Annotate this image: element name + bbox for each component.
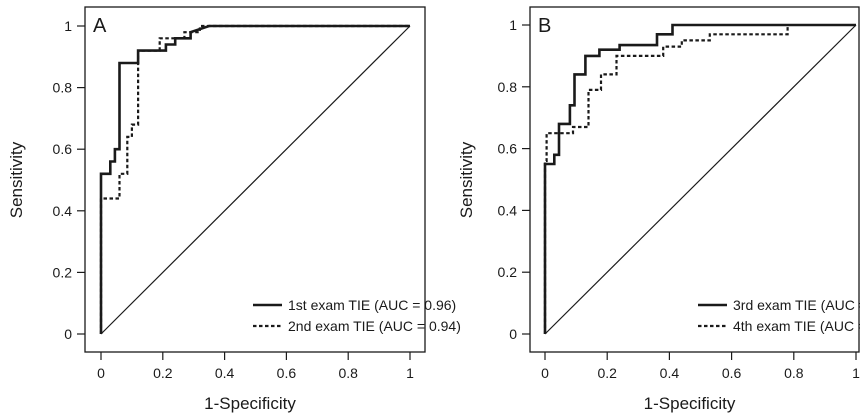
roc-curve-solid xyxy=(543,23,856,334)
panel-label: A xyxy=(93,15,107,37)
y-tick-label: 0.8 xyxy=(498,79,518,95)
y-tick-label: 0.4 xyxy=(498,202,518,218)
roc-curve-dotted xyxy=(99,24,410,334)
y-tick-label: 0 xyxy=(509,326,517,342)
x-tick-label: 1 xyxy=(852,365,860,381)
x-tick-label: 0 xyxy=(97,365,105,381)
roc-curve-dotted xyxy=(543,25,789,334)
panel-label: B xyxy=(538,15,551,37)
plot-frame xyxy=(529,6,860,353)
y-tick-label: 0.6 xyxy=(498,141,518,157)
diagonal-reference-line xyxy=(100,25,411,335)
y-tick-label: 1 xyxy=(64,18,72,34)
legend-entry: 1st exam TIE (AUC = 0.96) xyxy=(288,297,456,313)
y-tick-label: 0.8 xyxy=(53,80,73,96)
x-tick-label: 1 xyxy=(406,365,414,381)
panel-a: 0 0.2 0.4 0.6 0.8 1 0 0.2 0.4 0.6 0.8 1 1-Specificit… xyxy=(7,6,461,413)
y-tick-label: 0 xyxy=(64,326,72,342)
x-tick-label: 0.6 xyxy=(722,365,742,381)
x-tick-label: 0.6 xyxy=(277,365,297,381)
x-axis-title: 1-Specificity xyxy=(204,394,296,413)
legend-entry: 3rd exam TIE (AUC = 0.94) xyxy=(733,297,860,313)
x-tick-label: 0 xyxy=(541,365,549,381)
y-axis-title: Sensitivity xyxy=(7,141,26,218)
x-tick-label: 0.2 xyxy=(597,365,617,381)
y-axis-title: Sensitivity xyxy=(457,141,476,218)
x-tick-label: 0.4 xyxy=(660,365,680,381)
y-tick-label: 1 xyxy=(509,17,517,33)
y-tick-label: 0.2 xyxy=(53,264,73,280)
y-tick-label: 0.2 xyxy=(498,264,518,280)
legend-entry: 4th exam TIE (AUC = 0.90) xyxy=(733,318,860,334)
x-tick-label: 0.4 xyxy=(215,365,235,381)
x-tick-label: 0.8 xyxy=(784,365,804,381)
x-axis-title: 1-Specificity xyxy=(644,394,736,413)
legend-entry: 2nd exam TIE (AUC = 0.94) xyxy=(288,318,461,334)
y-tick-label: 0.4 xyxy=(53,203,73,219)
x-tick-label: 0.8 xyxy=(338,365,358,381)
plot-frame xyxy=(84,6,426,353)
y-tick-label: 0.6 xyxy=(53,141,73,157)
panel-b: 0 0.2 0.4 0.6 0.8 1 0 0.2 0.4 0.6 0.8 1 1-Specificit… xyxy=(457,6,860,413)
x-tick-label: 0.2 xyxy=(153,365,173,381)
diagonal-reference-line xyxy=(544,24,857,335)
